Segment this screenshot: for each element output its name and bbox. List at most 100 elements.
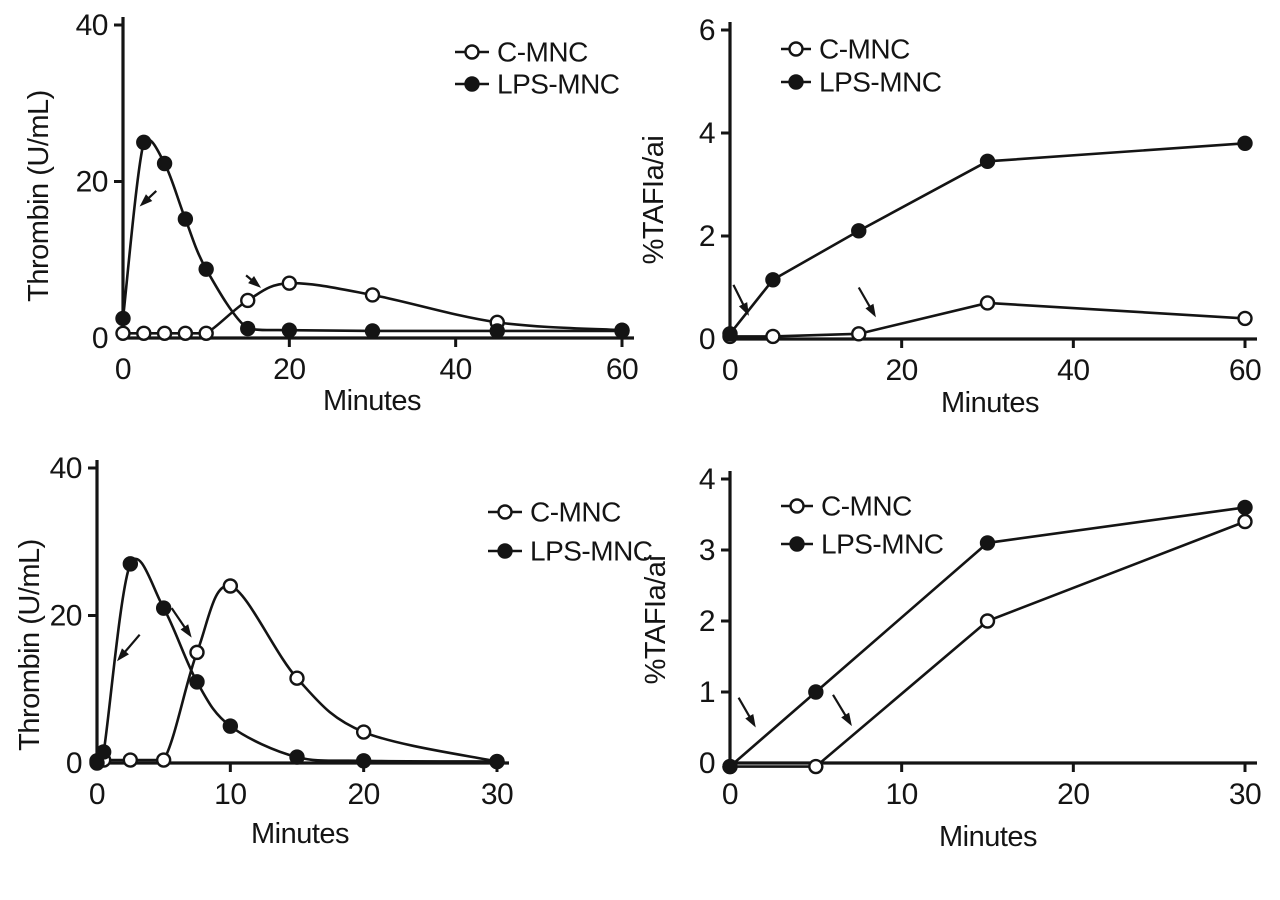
- legend-label: LPS-MNC: [497, 69, 620, 100]
- filled-circle-marker: [155, 600, 172, 616]
- y-tick-label: 4: [699, 117, 715, 150]
- x-tick-label: 40: [439, 353, 471, 386]
- filled-circle-marker: [765, 272, 781, 288]
- filled-circle-marker: [156, 155, 173, 172]
- legend: C-MNC LPS-MNC: [488, 497, 653, 567]
- open-circle-marker: [765, 328, 781, 345]
- y-tick-label: 2: [699, 605, 715, 638]
- y-axis-title: %TAFIa/ai: [640, 556, 672, 685]
- open-circle-marker: [115, 325, 131, 342]
- filled-circle-marker: [614, 323, 630, 339]
- x-tick-label: 10: [885, 778, 917, 811]
- series-c-mnc: [722, 295, 1253, 345]
- filled-circle-marker: [489, 753, 505, 770]
- filled-circle-marker: [281, 322, 298, 338]
- x-tick-label: 30: [481, 778, 513, 811]
- filled-circle-marker: [289, 749, 305, 765]
- x-axis-title: Minutes: [941, 387, 1039, 419]
- y-axis-title: %TAFIa/ai: [638, 136, 670, 265]
- series-line: [729, 506, 1246, 768]
- y-tick-label: 1: [699, 676, 715, 709]
- filled-circle-marker: [89, 755, 105, 771]
- legend-marker: [497, 504, 513, 520]
- series-line: [95, 557, 498, 765]
- series-line: [730, 520, 1246, 768]
- open-circle-marker: [808, 758, 824, 775]
- filled-circle-marker: [222, 718, 239, 734]
- annotation-arrows: [139, 190, 262, 288]
- y-tick-label: 0: [699, 323, 715, 356]
- legend-marker: [788, 41, 804, 57]
- y-tick-label: 40: [50, 452, 82, 485]
- chart-bottom-left: 0 10 20 30 0 20 40 Minutes Thrombin (U/mL) C-MNC L…: [14, 452, 653, 850]
- legend-marker: [464, 44, 480, 60]
- x-tick-label: 0: [722, 354, 738, 387]
- filled-circle-marker: [355, 753, 372, 769]
- y-tick-label: 4: [699, 463, 715, 496]
- filled-circle-marker: [177, 211, 194, 227]
- y-tick-label: 40: [76, 9, 108, 42]
- legend-label: LPS-MNC: [819, 67, 942, 98]
- filled-circle-marker: [1237, 135, 1253, 152]
- legend-marker: [497, 543, 513, 559]
- series-lps-mnc: [89, 556, 505, 771]
- chart-top-left: 0 20 40 60 0 20 40 Minutes Thrombin (U/mL) C-MNCL…: [23, 9, 639, 417]
- x-axis-title: Minutes: [251, 818, 349, 850]
- filled-circle-marker: [122, 556, 139, 572]
- legend-label: C-MNC: [497, 37, 588, 68]
- y-tick-label: 0: [92, 322, 108, 355]
- axes: 0 20 40 60 0 2 4 6: [699, 14, 1262, 387]
- x-tick-label: 40: [1057, 354, 1089, 387]
- series-lps-mnc: [722, 499, 1253, 775]
- x-tick-label: 0: [722, 778, 738, 811]
- filled-circle-marker: [979, 535, 996, 551]
- y-tick-label: 0: [66, 747, 82, 780]
- open-circle-marker: [1237, 513, 1253, 530]
- legend-label: C-MNC: [530, 497, 621, 528]
- open-circle-marker: [851, 326, 867, 342]
- open-circle-marker: [281, 275, 298, 291]
- x-tick-label: 60: [606, 353, 638, 386]
- open-circle-marker: [155, 752, 172, 768]
- y-tick-label: 20: [50, 600, 82, 633]
- arrow-head: [745, 713, 756, 728]
- filled-circle-marker: [198, 261, 214, 277]
- x-tick-label: 10: [214, 778, 246, 811]
- legend-marker: [789, 536, 805, 552]
- y-tick-label: 0: [699, 747, 715, 780]
- legend-marker: [788, 74, 804, 90]
- y-axis-title: Thrombin (U/mL): [23, 90, 55, 302]
- y-axis-title: Thrombin (U/mL): [14, 539, 46, 751]
- filled-circle-marker: [489, 323, 505, 339]
- filled-circle-marker: [979, 153, 996, 170]
- open-circle-marker: [156, 325, 173, 342]
- open-circle-marker: [136, 325, 152, 342]
- x-tick-label: 30: [1229, 778, 1261, 811]
- x-tick-label: 20: [273, 353, 305, 386]
- filled-circle-marker: [1237, 499, 1253, 516]
- filled-circle-marker: [364, 323, 381, 339]
- y-tick-label: 2: [699, 220, 715, 253]
- axes: 0 10 20 30 0 20 40: [50, 452, 514, 811]
- open-circle-marker: [1237, 310, 1253, 327]
- legend-label: LPS-MNC: [530, 536, 653, 567]
- arrow-head: [139, 194, 153, 207]
- series-lps-mnc: [115, 134, 630, 339]
- arrow-head: [117, 648, 129, 662]
- y-tick-label: 6: [699, 14, 715, 47]
- open-circle-marker: [189, 644, 205, 661]
- legend-label: C-MNC: [819, 34, 910, 65]
- filled-circle-marker: [136, 134, 152, 151]
- arrow-head: [841, 712, 852, 727]
- chart-bottom-right: 0 10 20 30 0 1 2 3 4 Minutes %TAFIa/ai C-MNC LPS-MNC: [640, 463, 1262, 853]
- x-tick-label: 0: [115, 353, 131, 386]
- x-tick-label: 20: [347, 778, 379, 811]
- annotation-arrows: [732, 284, 876, 318]
- open-circle-marker: [364, 287, 381, 303]
- y-tick-label: 20: [76, 166, 108, 199]
- legend-marker: [464, 76, 480, 92]
- y-tick-label: 3: [699, 534, 715, 567]
